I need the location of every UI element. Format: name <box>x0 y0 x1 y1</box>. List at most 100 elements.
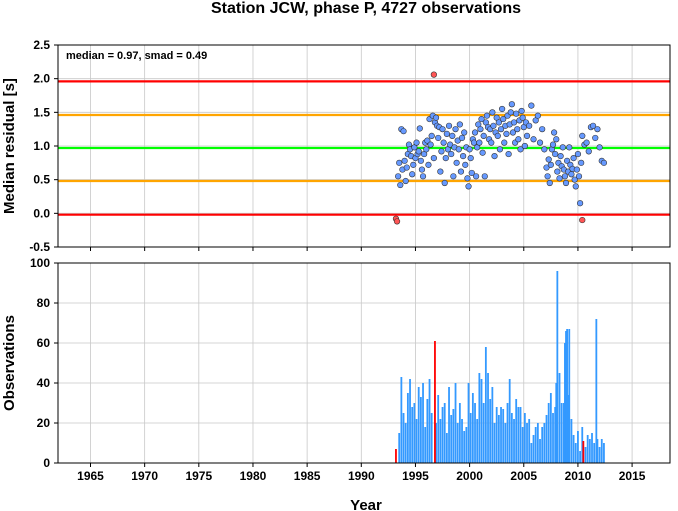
residual-point <box>568 171 575 178</box>
observation-bar <box>596 439 599 463</box>
residual-point <box>559 144 566 151</box>
observation-bar <box>491 387 494 463</box>
residual-point <box>570 155 577 162</box>
residual-point <box>573 166 580 173</box>
observation-bar <box>487 373 489 463</box>
residual-point <box>528 102 535 109</box>
observation-bar <box>411 407 414 463</box>
residual-point <box>514 126 521 133</box>
residual-point <box>424 137 431 144</box>
residual-point <box>458 134 466 142</box>
x-tick-label: 1970 <box>131 469 158 483</box>
observation-bar <box>480 379 483 463</box>
observation-bar <box>555 383 558 463</box>
residual-point <box>476 139 483 146</box>
residual-point <box>461 129 468 136</box>
observation-bar <box>458 403 461 463</box>
residual-point <box>574 150 582 158</box>
observation-bar <box>422 383 424 463</box>
observation-bar <box>567 395 570 463</box>
residual-y-ticks: -0.5 0.0 0.5 1.0 1.5 2.0 2.5 <box>29 38 58 254</box>
observation-bar <box>568 329 571 463</box>
residual-point <box>547 161 554 168</box>
observations-y-ticks: 0 20 40 60 80 100 <box>30 256 58 470</box>
observation-bar <box>519 407 522 463</box>
observation-bar <box>413 403 416 463</box>
residual-point <box>452 126 459 133</box>
observations-y-axis-label: Observations <box>1 315 18 411</box>
residual-point <box>473 173 480 180</box>
observations-plot-frame <box>57 262 671 464</box>
residual-point <box>600 159 608 166</box>
y-tick-label: 2.5 <box>33 38 50 52</box>
residual-point <box>449 132 456 139</box>
residual-point <box>480 132 487 139</box>
observation-bar <box>560 403 563 463</box>
residual-point <box>466 146 473 153</box>
residual-point <box>393 218 401 225</box>
residual-point <box>453 159 460 166</box>
residual-point <box>489 109 496 116</box>
observation-bar <box>510 413 513 463</box>
residual-point <box>415 148 422 155</box>
residual-point <box>477 126 484 133</box>
observation-bar <box>504 423 507 463</box>
observation-bar <box>593 443 596 463</box>
observation-bar <box>552 413 554 463</box>
x-tick-label: 1980 <box>240 469 267 483</box>
observation-bar <box>530 443 533 463</box>
observation-bar <box>456 423 459 463</box>
y-tick-label: 2.0 <box>33 72 50 86</box>
observation-bar <box>584 447 587 463</box>
observation-bar <box>581 427 584 463</box>
residual-point <box>578 159 585 166</box>
y-tick-label: -0.5 <box>29 240 50 254</box>
residual-point <box>579 132 586 139</box>
observation-bar <box>428 379 431 463</box>
residual-panel: -0.5 0.0 0.5 1.0 1.5 2.0 2.5 median = 0.97, sm… <box>1 38 671 254</box>
residual-point <box>536 139 544 146</box>
residual-point <box>549 141 557 148</box>
residual-point <box>432 114 440 121</box>
residual-point <box>437 168 444 175</box>
observation-bar <box>424 427 427 463</box>
residual-point <box>508 101 515 108</box>
residual-point <box>592 134 599 142</box>
observation-bar <box>556 271 559 463</box>
observation-bar <box>495 407 498 463</box>
observation-bar <box>603 443 605 463</box>
observation-bar <box>515 399 518 463</box>
observation-bar <box>476 419 479 463</box>
observation-bar <box>539 439 541 463</box>
residual-point <box>544 173 551 180</box>
residual-point <box>507 109 514 116</box>
observation-bar <box>419 397 422 463</box>
observation-bar <box>541 427 544 463</box>
x-tick-label: 1965 <box>77 469 104 483</box>
residual-point <box>579 216 586 224</box>
residual-point <box>526 122 533 129</box>
y-tick-label: 80 <box>37 296 51 310</box>
residual-point <box>419 173 427 180</box>
residual-point <box>395 173 402 180</box>
residual-point <box>479 149 486 156</box>
x-tick-label: 2005 <box>510 469 537 483</box>
residual-stats-annotation: median = 0.97, smad = 0.49 <box>66 50 207 62</box>
residual-point <box>397 181 404 189</box>
residual-point <box>521 142 528 150</box>
observation-bar <box>448 387 450 463</box>
observation-bar <box>471 393 474 463</box>
residual-point <box>425 161 432 168</box>
x-tick-label: 1985 <box>294 469 321 483</box>
residual-points <box>392 71 608 225</box>
observation-bar <box>484 347 487 463</box>
residual-point <box>441 179 448 187</box>
residual-point <box>445 122 453 129</box>
residual-point <box>403 164 410 171</box>
residual-point <box>519 114 526 121</box>
residual-point <box>556 175 563 182</box>
observation-bar <box>439 419 442 463</box>
residual-point <box>440 139 447 146</box>
observation-bar <box>517 407 520 463</box>
observation-bar <box>554 407 557 463</box>
